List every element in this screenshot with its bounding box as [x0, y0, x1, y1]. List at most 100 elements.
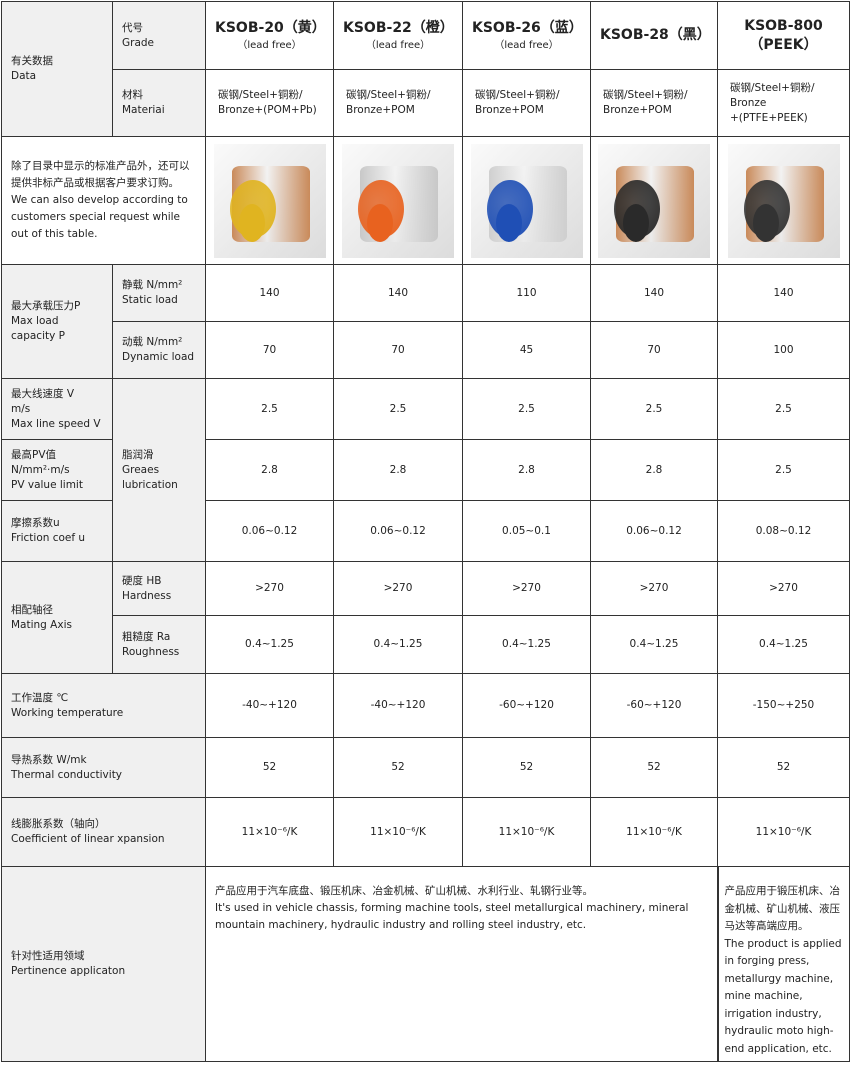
text-line: Hardness	[122, 589, 172, 602]
text-line: Roughness	[122, 645, 180, 658]
text-line: N/mm²·m/s	[11, 463, 70, 476]
pv-value: 2.8	[462, 439, 591, 501]
product-image-0	[205, 136, 334, 265]
bushing-photo	[213, 143, 326, 258]
text-line: 动载 N/mm²	[122, 336, 183, 348]
bushing-photo	[470, 143, 583, 258]
static-value: 140	[205, 264, 334, 322]
bushing-photo	[598, 143, 710, 258]
static-value: 110	[462, 264, 591, 322]
thermal-value: 52	[205, 737, 334, 798]
table-row: 最高PV值 N/mm²·m/s PV value limit 2.8 2.8 2.8 2.8…	[1, 439, 850, 501]
application-label: 针对性适用领域 Pertinence applicaton	[1, 866, 206, 1062]
table-row: 动载 N/mm² Dynamic load 70 70 45 70 100	[2, 321, 850, 379]
pv-value: 2.8	[205, 439, 334, 501]
roughness-value: 0.4~1.25	[333, 615, 463, 674]
bushing-bore	[367, 203, 393, 242]
text-line: lubrication	[122, 478, 178, 491]
text-line: Data	[11, 70, 37, 82]
text-line: We can also develop according to custome…	[11, 194, 188, 240]
application-main: 产品应用于汽车底盘、锻压机床、冶金机械、矿山机械、水利行业、轧钢行业等。 It's…	[205, 866, 718, 1062]
bushing-liner	[229, 179, 276, 242]
text-line: Static load	[122, 294, 178, 306]
product-material-4: 碳钢/Steel+铜粉/Bronze +(PTFE+PEEK)	[717, 69, 850, 137]
mating-axis-label: 相配轴径 Mating Axis	[1, 561, 113, 674]
text-line: The product is applied in forging press,…	[724, 937, 842, 1055]
thermal-value: 52	[333, 737, 463, 798]
text-line: Bronze+POM	[346, 104, 415, 116]
product-grade-0: KSOB-20（黄） （lead free）	[205, 1, 334, 70]
text-line: 碳钢/Steel+铜粉/	[730, 81, 815, 94]
friction-value: 0.08~0.12	[717, 500, 850, 562]
table-row: 材料 Materiai 碳钢/Steel+铜粉/Bronze+(POM+Pb) 碳钢/…	[2, 69, 850, 137]
speed-value: 2.5	[717, 378, 850, 440]
product-material-2: 碳钢/Steel+铜粉/Bronze+POM	[462, 69, 591, 137]
grade-subtitle: （lead free）	[365, 39, 431, 51]
product-image-3	[590, 136, 718, 265]
text-line: Greaes	[122, 463, 160, 476]
static-value: 140	[590, 264, 718, 322]
friction-value: 0.06~0.12	[590, 500, 718, 562]
hardness-value: >270	[590, 561, 718, 616]
grade-name: KSOB-22（橙）	[343, 19, 454, 36]
roughness-value: 0.4~1.25	[462, 615, 591, 674]
data-header-cell: 有关数据 Data	[1, 1, 113, 137]
bushing-liner	[614, 179, 660, 242]
friction-label: 摩擦系数u Friction coef u	[1, 500, 113, 562]
bushing-photo	[727, 143, 840, 258]
product-grade-1: KSOB-22（橙） （lead free）	[333, 1, 463, 70]
expansion-value: 11×10⁻⁶/K	[205, 797, 334, 867]
text-line: 产品应用于锻压机床、冶金机械、矿山机械、液压马达等高端应用。	[724, 885, 841, 932]
expansion-label: 线膨胀系数（轴向） Coefficient of linear xpansion	[1, 797, 206, 867]
text-line: Pertinence applicaton	[11, 965, 126, 977]
temperature-value: -60~+120	[590, 673, 718, 738]
table-row: 有关数据 Data 代号 Grade KSOB-20（黄） （lead free） KSOB…	[1, 1, 850, 137]
thermal-value: 52	[717, 737, 850, 798]
text-line: 材料	[122, 89, 143, 101]
lubrication-label: 脂润滑 Greaes lubrication	[112, 378, 206, 562]
grade-name: KSOB-800	[744, 17, 823, 34]
text-line: Max load capacity P	[11, 315, 65, 342]
text-line: 最大承载压力P	[11, 300, 81, 312]
text-line: Friction coef u	[11, 532, 86, 544]
table-row: 粗糙度 Ra Roughness 0.4~1.25 0.4~1.25 0.4~1.25 0…	[2, 615, 850, 674]
product-image-1	[333, 136, 463, 265]
product-grade-3: KSOB-28（黑）	[590, 1, 718, 70]
text-line: 有关数据	[11, 55, 53, 67]
text-line: +(PTFE+PEEK)	[730, 111, 808, 124]
text-line: Coefficient of linear xpansion	[11, 833, 165, 845]
temperature-value: -150~+250	[717, 673, 850, 738]
hardness-value: >270	[462, 561, 591, 616]
text-line: Bronze+(POM+Pb)	[218, 104, 317, 116]
text-line: Thermal conductivity	[11, 768, 123, 781]
text-line: Bronze	[730, 96, 767, 109]
text-line: 摩擦系数u	[11, 517, 60, 529]
bushing-shell	[743, 165, 824, 242]
roughness-value: 0.4~1.25	[590, 615, 718, 674]
grade-name: KSOB-28（黑）	[600, 27, 711, 43]
table-row: 摩擦系数u Friction coef u 0.06~0.12 0.06~0.12 0.…	[1, 500, 850, 562]
text-line: Bronze+POM	[475, 104, 544, 116]
expansion-value: 11×10⁻⁶/K	[590, 797, 718, 867]
text-line: 碳钢/Steel+铜粉/	[218, 89, 303, 101]
product-material-1: 碳钢/Steel+铜粉/Bronze+POM	[333, 69, 463, 137]
expansion-value: 11×10⁻⁶/K	[717, 797, 850, 867]
bushing-bore	[495, 203, 522, 242]
dynamic-load-label: 动载 N/mm² Dynamic load	[112, 321, 206, 379]
table-row: 除了目录中显示的标准产品外，还可以提供非标产品或根据客户要求订购。 We can …	[1, 136, 850, 265]
dynamic-value: 70	[205, 321, 334, 379]
temperature-label: 工作温度 ℃ Working temperature	[1, 673, 206, 738]
hardness-value: >270	[205, 561, 334, 616]
text-line: 最高PV值	[11, 448, 57, 461]
hardness-value: >270	[333, 561, 463, 616]
dynamic-value: 100	[717, 321, 850, 379]
text-line: 最大线速度 V	[11, 387, 75, 400]
thermal-value: 52	[590, 737, 718, 798]
text-line: 碳钢/Steel+铜粉/	[603, 89, 688, 101]
grade-subtitle: （lead free）	[494, 39, 559, 51]
text-line: 碳钢/Steel+铜粉/	[475, 89, 560, 101]
table-row: 最大承载压力P Max load capacity P 静载 N/mm² Static…	[1, 264, 850, 379]
roughness-value: 0.4~1.25	[717, 615, 850, 674]
text-line: m/s	[11, 402, 31, 415]
